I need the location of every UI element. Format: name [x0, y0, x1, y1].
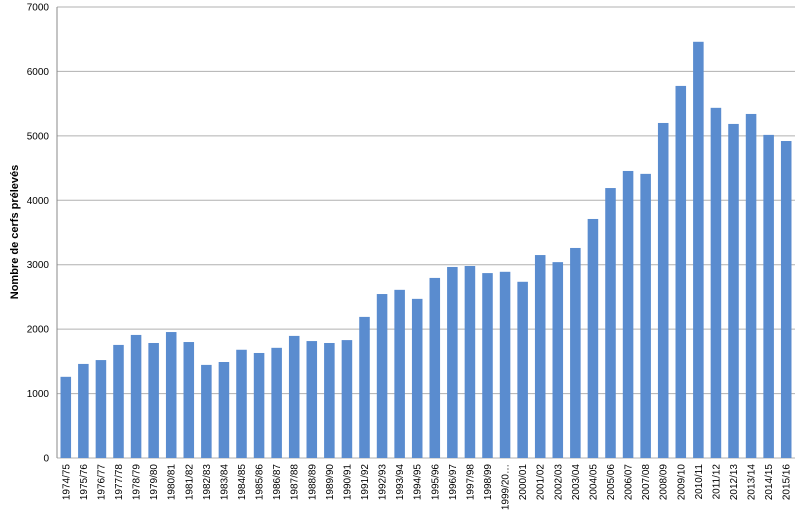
bar — [359, 316, 370, 458]
bar — [376, 294, 388, 458]
x-tick-label: 2012/13 — [729, 464, 740, 501]
y-tick-label: 1000 — [27, 389, 50, 400]
bar — [640, 173, 651, 458]
bar — [429, 277, 441, 458]
bar — [113, 344, 124, 458]
bar — [763, 134, 774, 458]
x-tick-label: 1996/97 — [448, 464, 459, 501]
x-tick-label: 2004/05 — [588, 464, 599, 501]
bar — [657, 122, 669, 458]
bar — [183, 342, 195, 458]
x-tick-label: 2006/07 — [624, 464, 635, 501]
bar — [622, 170, 634, 459]
bar — [236, 349, 247, 458]
x-tick-label: 1987/88 — [290, 464, 301, 501]
x-tick-label: 2008/09 — [659, 464, 670, 501]
x-tick-label: 2007/08 — [641, 464, 652, 501]
y-tick-label: 5000 — [27, 131, 50, 142]
bar — [95, 360, 107, 458]
x-tick-label: 2013/14 — [747, 464, 758, 501]
x-tick-label: 1988/89 — [307, 464, 318, 501]
bar — [534, 255, 546, 458]
x-tick-label: 1994/95 — [413, 464, 424, 501]
x-tick-label: 1975/76 — [79, 464, 90, 501]
x-tick-label: 2003/04 — [571, 464, 582, 501]
bar — [605, 188, 616, 458]
x-tick-label: 2009/10 — [676, 464, 687, 501]
bar — [253, 352, 265, 458]
bar — [78, 363, 89, 458]
x-tick-label: 2000/01 — [518, 464, 529, 501]
x-tick-label: 1982/83 — [202, 464, 213, 501]
bar — [499, 271, 511, 458]
x-tick-label: 1976/77 — [96, 464, 107, 501]
y-tick-label: 7000 — [27, 3, 50, 14]
x-tick-label: 2011/12 — [711, 464, 722, 500]
bar — [447, 266, 458, 458]
bar — [693, 41, 704, 458]
bar — [745, 113, 757, 459]
bar — [165, 332, 177, 458]
x-tick-label: 1993/94 — [395, 464, 406, 501]
x-tick-label: 1977/78 — [114, 464, 125, 501]
x-tick-label: 2005/06 — [606, 464, 617, 501]
y-tick-label: 3000 — [27, 260, 50, 271]
bar — [780, 141, 792, 459]
bar — [60, 376, 72, 458]
x-tick-label: 1992/93 — [378, 464, 389, 501]
x-tick-label: 1990/91 — [342, 464, 353, 501]
bar — [587, 218, 599, 458]
bar — [130, 334, 142, 458]
bar — [394, 289, 405, 458]
y-axis-label: Nombre de cerfs prélevés — [9, 165, 21, 300]
bar — [411, 298, 423, 458]
bar — [324, 342, 335, 458]
bar — [675, 85, 687, 459]
y-tick-label: 2000 — [27, 325, 50, 336]
x-tick-label: 1980/81 — [167, 464, 178, 501]
bar — [341, 340, 353, 458]
bar — [306, 341, 318, 458]
x-tick-label: 2014/15 — [764, 464, 775, 501]
x-tick-label: 2015/16 — [782, 464, 793, 501]
x-tick-label: 1989/90 — [325, 464, 336, 501]
y-tick-label: 6000 — [27, 67, 50, 78]
bar — [728, 123, 739, 458]
bar — [570, 247, 581, 458]
y-tick-label: 4000 — [27, 196, 50, 207]
x-tick-label: 1998/99 — [483, 464, 494, 501]
x-tick-label: 2001/02 — [536, 464, 547, 501]
bar — [201, 364, 212, 458]
x-tick-label: 1991/92 — [360, 464, 371, 501]
bar — [271, 347, 282, 458]
x-tick-label: 2010/11 — [694, 464, 705, 500]
x-tick-label: 1981/82 — [184, 464, 195, 501]
bar — [218, 362, 230, 458]
bar — [148, 342, 159, 458]
bar — [710, 107, 722, 458]
bar — [552, 262, 564, 458]
bar — [517, 281, 528, 458]
x-tick-label: 1984/85 — [237, 464, 248, 501]
x-tick-label: 1983/84 — [219, 464, 230, 501]
x-tick-label: 1997/98 — [465, 464, 476, 501]
x-tick-label: 1985/86 — [255, 464, 266, 501]
x-tick-label: 2002/03 — [553, 464, 564, 501]
bar — [464, 266, 476, 458]
y-tick-label: 0 — [43, 454, 49, 465]
x-tick-label: 1974/75 — [61, 464, 72, 501]
x-tick-label: 1995/96 — [430, 464, 441, 501]
x-tick-label: 1999/20… — [501, 464, 512, 510]
bar — [288, 335, 300, 458]
x-tick-label: 1978/79 — [132, 464, 143, 501]
x-tick-label: 1986/87 — [272, 464, 283, 501]
bar — [482, 273, 493, 458]
x-tick-label: 1979/80 — [149, 464, 160, 501]
